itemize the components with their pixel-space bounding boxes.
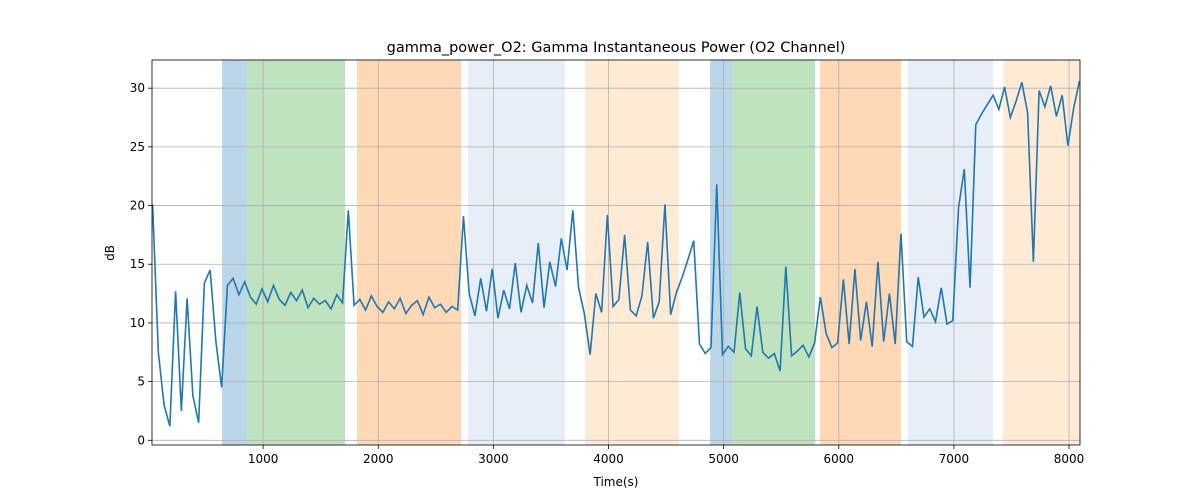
line <box>152 80 1080 427</box>
span <box>247 60 346 445</box>
x-tick-label: 6000 <box>824 452 855 466</box>
y-tick-label: 25 <box>130 140 145 154</box>
x-tick-label: 2000 <box>363 452 394 466</box>
y-tick-label: 5 <box>137 375 145 389</box>
y-axis-label: dB <box>103 245 117 261</box>
x-tick-label: 3000 <box>478 452 509 466</box>
span <box>732 60 816 445</box>
x-tick-label: 5000 <box>708 452 739 466</box>
span <box>468 60 565 445</box>
x-tick-label: 4000 <box>593 452 624 466</box>
y-tick-label: 15 <box>130 257 145 271</box>
y-tick-label: 30 <box>130 81 145 95</box>
y-tick-label: 10 <box>130 316 145 330</box>
y-tick-label: 0 <box>137 433 145 447</box>
span <box>585 60 679 445</box>
span <box>1003 60 1080 445</box>
span <box>710 60 733 445</box>
y-tick-label: 20 <box>130 199 145 213</box>
x-tick-label: 7000 <box>939 452 970 466</box>
x-axis-label: Time(s) <box>593 475 639 489</box>
span <box>222 60 248 445</box>
x-tick-label: 8000 <box>1054 452 1085 466</box>
chart-title: gamma_power_O2: Gamma Instantaneous Powe… <box>387 40 846 56</box>
span <box>820 60 902 445</box>
span <box>908 60 994 445</box>
x-tick-label: 1000 <box>248 452 279 466</box>
span <box>357 60 462 445</box>
plot-frame <box>151 59 1081 446</box>
